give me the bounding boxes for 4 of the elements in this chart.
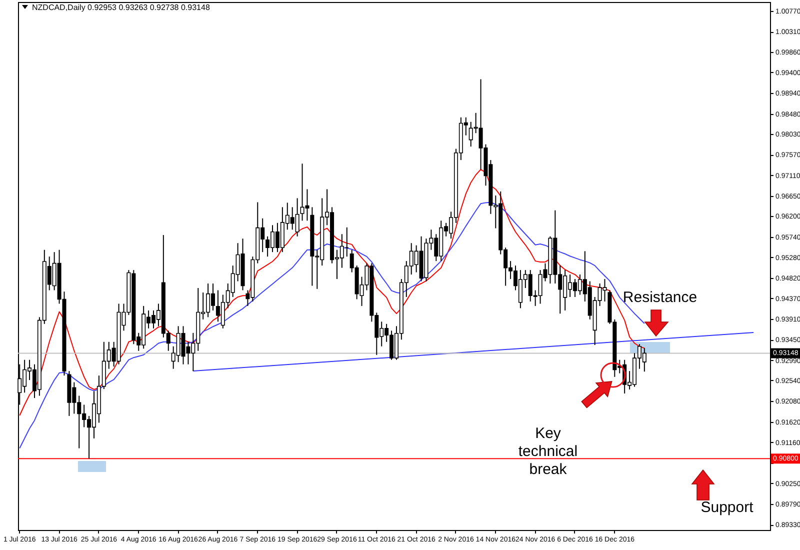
annotation: Support (700, 499, 754, 517)
annotation: Resistance (622, 289, 698, 307)
annotation: Key technical break (517, 425, 579, 479)
chart-title: NZDCAD,Daily 0.92953 0.93263 0.92738 0.93148 (32, 3, 210, 12)
